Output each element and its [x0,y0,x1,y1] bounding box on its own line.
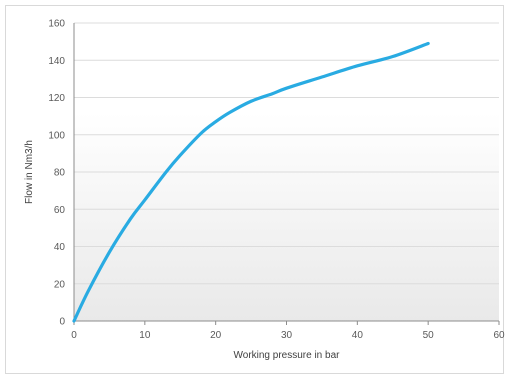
series-line-0 [72,41,430,323]
axes [73,23,500,325]
y-tick-label: 60 [54,205,66,216]
tick-labels: 0 20 40 60 80 100 120 140 160 0 10 20 30 40 50 60 [48,19,505,342]
chart-frame: 0 20 40 60 80 100 120 140 160 0 10 20 30 40 50 60 Worki… [5,5,505,374]
x-axis-title: Working pressure in bar [234,350,341,361]
x-tick-label: 20 [210,330,222,341]
y-tick-label: 160 [48,19,65,30]
y-tick-label: 20 [54,279,66,290]
y-tick-label: 140 [48,56,65,67]
y-tick-label: 100 [48,130,65,141]
y-tick-label: 120 [48,93,65,104]
y-tick-label: 40 [54,242,66,253]
line-chart: 0 20 40 60 80 100 120 140 160 0 10 20 30 40 50 60 Worki… [24,19,505,362]
plot-background [74,112,499,322]
x-tick-label: 40 [352,330,364,341]
x-tick-label: 0 [71,330,77,341]
y-tick-label: 80 [54,168,66,179]
gridlines [74,22,499,285]
x-tick-label: 60 [493,330,505,341]
x-tick-label: 50 [423,330,435,341]
x-tick-label: 30 [281,330,293,341]
x-tick-label: 10 [139,330,151,341]
y-tick-label: 0 [59,317,65,328]
y-axis-title: Flow in Nm3/h [24,140,35,204]
series-layer [72,41,430,323]
